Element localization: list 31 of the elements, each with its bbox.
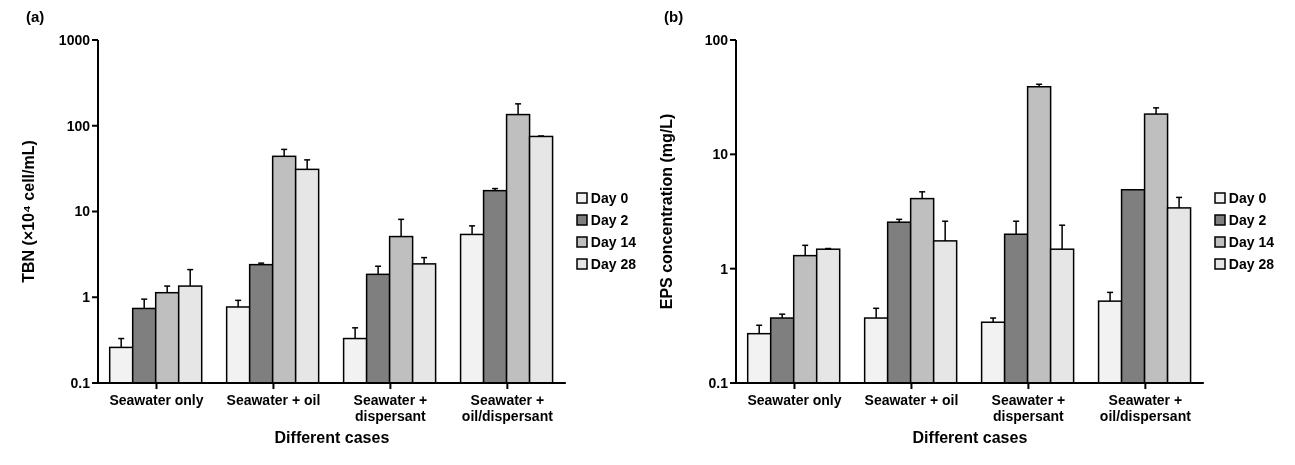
legend-label: Day 28 xyxy=(1228,255,1274,272)
y-tick-label: 0.1 xyxy=(70,374,91,391)
y-tick-label: 1 xyxy=(720,260,729,277)
x-tick-label: Seawater + oil/dispersant xyxy=(461,392,554,424)
legend-label: Day 14 xyxy=(1228,233,1274,250)
y-tick-label: 1 xyxy=(82,289,91,306)
legend-label: Day 2 xyxy=(590,211,629,228)
x-tick-label: Seawater only xyxy=(109,392,204,408)
x-tick-label: Seawater only xyxy=(747,392,842,408)
x-tick-label: Seawater + oil xyxy=(864,392,959,408)
legend-label: Day 28 xyxy=(590,255,636,272)
x-tick-label: Seawater + oil xyxy=(226,392,321,408)
x-tick-label: Seawater + dispersant xyxy=(991,392,1066,424)
legend-label: Day 0 xyxy=(590,189,629,206)
x-axis-title: Different cases xyxy=(274,429,390,446)
y-axis-title: EPS concentration (mg/L) xyxy=(657,113,675,310)
y-tick-label: 10 xyxy=(712,146,729,163)
y-tick-label: 10 xyxy=(74,203,91,220)
x-axis-title: Different cases xyxy=(912,429,1028,446)
chart-title: (b) xyxy=(664,8,684,25)
y-tick-label: 100 xyxy=(704,31,729,48)
y-tick-label: 100 xyxy=(66,117,91,134)
y-tick-label: 0.1 xyxy=(708,374,729,391)
x-tick-label: Seawater + oil/dispersant xyxy=(1099,392,1192,424)
legend-label: Day 2 xyxy=(1228,211,1267,228)
y-tick-label: 1000 xyxy=(58,31,91,48)
chart-title: (a) xyxy=(26,8,45,25)
y-axis-title: TBN (×10⁴ cell/mL) xyxy=(19,140,37,283)
legend-label: Day 14 xyxy=(590,233,636,250)
x-tick-label: Seawater + dispersant xyxy=(353,392,428,424)
legend-label: Day 0 xyxy=(1228,189,1267,206)
